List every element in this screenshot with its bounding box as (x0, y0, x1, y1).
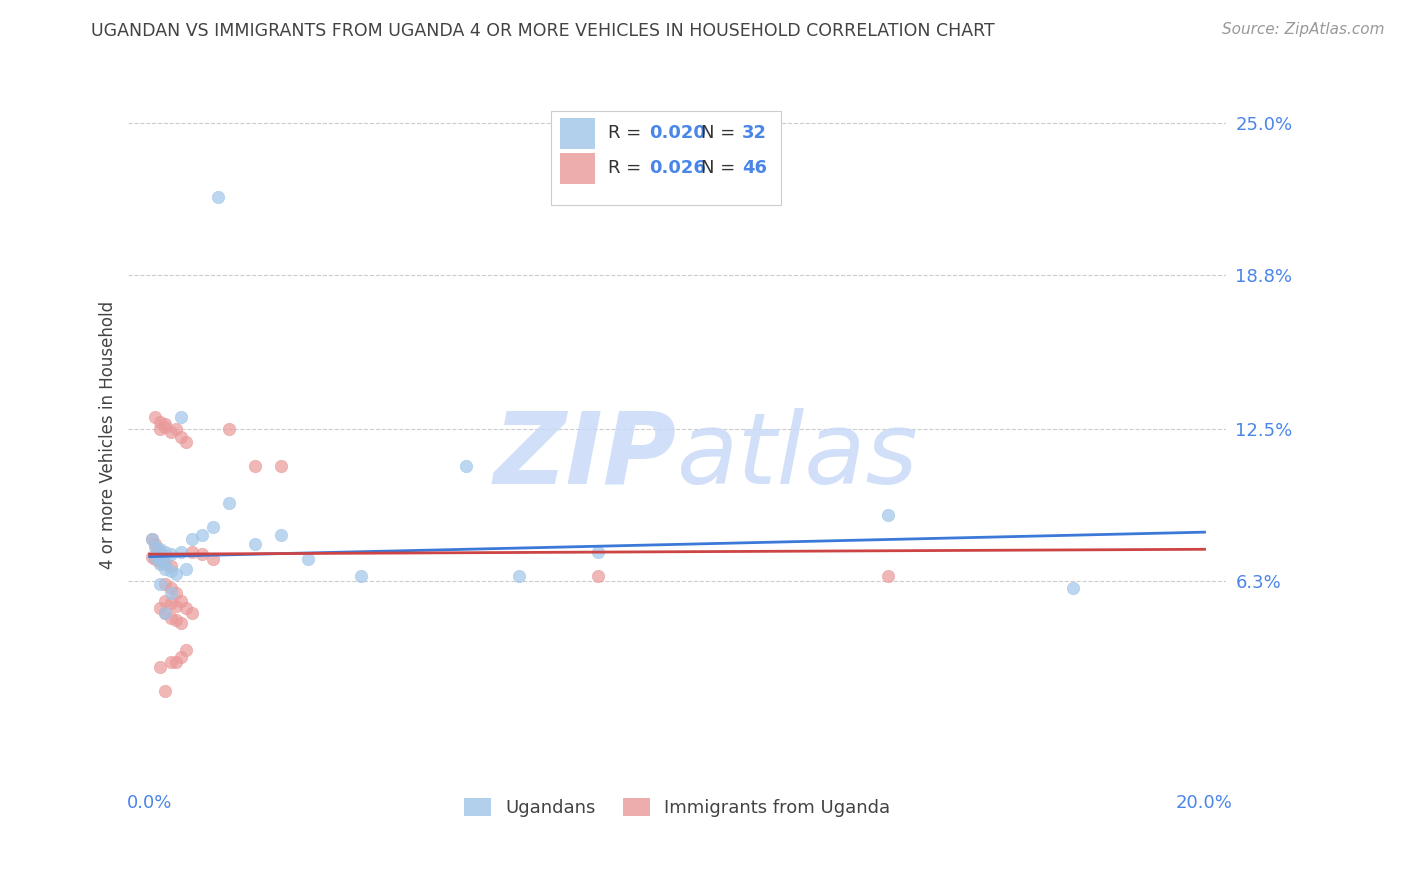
Point (201, 520, 224, 534)
Point (155, 419, 177, 434)
FancyBboxPatch shape (560, 153, 595, 184)
Point (165, 586, 187, 600)
FancyBboxPatch shape (560, 118, 595, 149)
Point (176, 601, 198, 615)
Point (191, 547, 214, 561)
Point (159, 611, 181, 625)
Point (159, 559, 181, 574)
Point (143, 537, 166, 551)
Point (155, 684, 177, 698)
Point (586, 545, 609, 559)
Point (149, 601, 172, 615)
Point (159, 425, 181, 439)
Point (180, 545, 202, 559)
Text: R =: R = (607, 160, 647, 178)
Point (180, 533, 202, 547)
Text: ZIP: ZIP (494, 408, 678, 505)
Point (155, 576, 177, 591)
Point (297, 552, 319, 566)
Point (159, 547, 181, 561)
Point (165, 613, 187, 627)
Point (218, 422, 240, 436)
Point (207, 189, 229, 203)
Text: UGANDAN VS IMMIGRANTS FROM UGANDA 4 OR MORE VEHICLES IN HOUSEHOLD CORRELATION CH: UGANDAN VS IMMIGRANTS FROM UGANDA 4 OR M… (91, 22, 995, 40)
Text: N =: N = (702, 125, 741, 143)
Point (141, 533, 163, 547)
Point (877, 569, 900, 583)
Point (149, 576, 172, 591)
Point (243, 537, 266, 551)
Point (155, 606, 177, 620)
Point (508, 569, 530, 583)
Point (141, 549, 163, 564)
Point (170, 545, 193, 559)
Point (143, 552, 166, 566)
Text: atlas: atlas (678, 408, 918, 505)
Point (159, 565, 181, 579)
Point (191, 527, 214, 541)
Point (143, 540, 166, 554)
Point (149, 422, 172, 436)
Point (149, 555, 172, 569)
Point (146, 542, 169, 557)
Text: Source: ZipAtlas.com: Source: ZipAtlas.com (1222, 22, 1385, 37)
Point (165, 566, 187, 581)
Point (159, 586, 181, 600)
Point (165, 655, 187, 669)
Point (155, 557, 177, 571)
Point (243, 458, 266, 473)
Point (349, 569, 371, 583)
Point (176, 434, 198, 449)
Point (170, 650, 193, 665)
Point (149, 557, 172, 571)
Text: 0.020: 0.020 (650, 125, 706, 143)
Point (149, 415, 172, 429)
Y-axis label: 4 or more Vehicles in Household: 4 or more Vehicles in Household (100, 301, 117, 569)
Point (149, 552, 172, 566)
Point (170, 429, 193, 443)
Text: N =: N = (702, 160, 741, 178)
Point (165, 599, 187, 613)
Text: 46: 46 (742, 160, 766, 178)
Point (454, 458, 477, 473)
Point (1062, 582, 1084, 596)
Point (877, 508, 900, 522)
Point (155, 417, 177, 432)
Point (270, 527, 292, 541)
Point (170, 410, 193, 425)
Point (165, 422, 187, 436)
Point (149, 542, 172, 557)
Point (201, 552, 224, 566)
Point (155, 545, 177, 559)
Point (176, 562, 198, 576)
Text: 0.026: 0.026 (650, 160, 706, 178)
Point (143, 410, 166, 425)
Point (159, 655, 181, 669)
Text: R =: R = (607, 125, 647, 143)
Point (586, 569, 609, 583)
FancyBboxPatch shape (551, 111, 782, 205)
Point (155, 593, 177, 607)
Point (170, 615, 193, 630)
Point (149, 660, 172, 674)
Point (155, 562, 177, 576)
Point (180, 606, 202, 620)
Text: 32: 32 (742, 125, 766, 143)
Point (270, 458, 292, 473)
Point (159, 582, 181, 596)
Point (143, 549, 166, 564)
Point (155, 555, 177, 569)
Point (141, 533, 163, 547)
Point (176, 642, 198, 657)
Point (159, 596, 181, 610)
Point (149, 545, 172, 559)
Point (218, 496, 240, 510)
Point (170, 593, 193, 607)
Point (155, 606, 177, 620)
Legend: Ugandans, Immigrants from Uganda: Ugandans, Immigrants from Uganda (457, 790, 897, 824)
